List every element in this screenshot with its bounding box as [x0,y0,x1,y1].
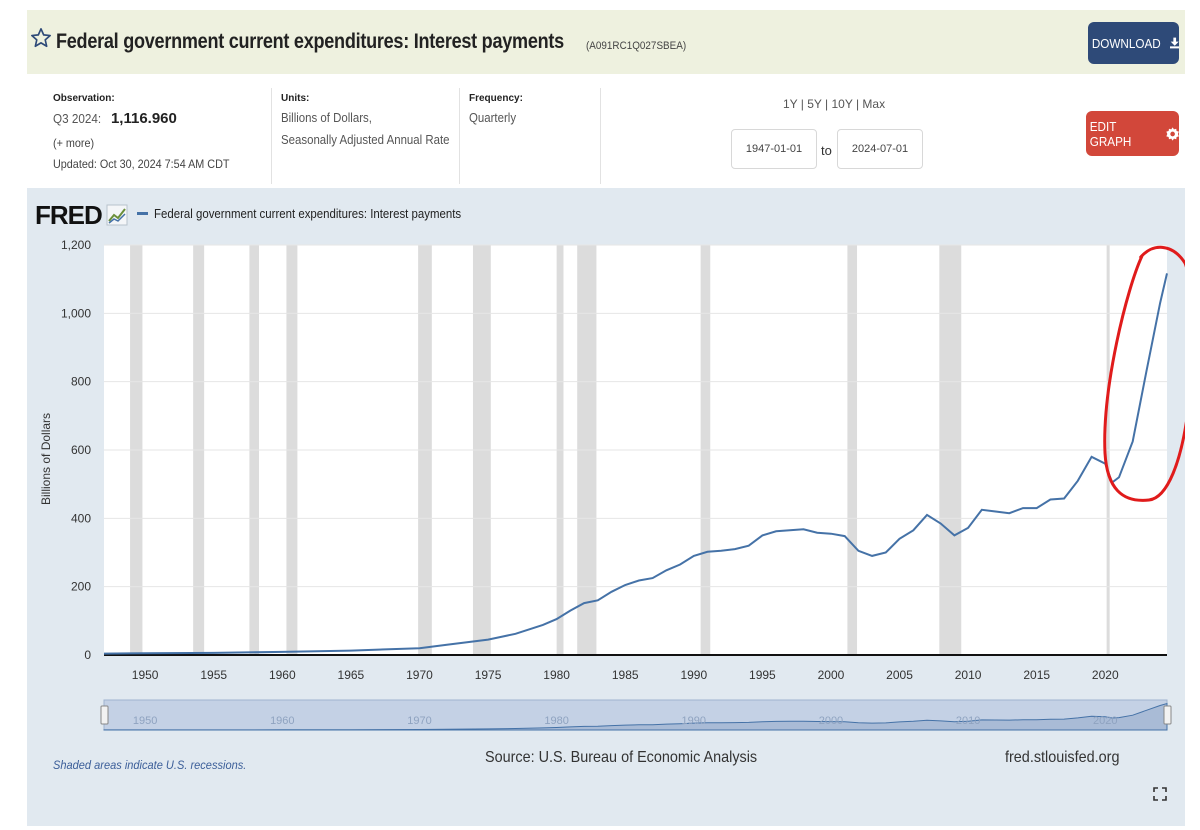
observation-value: 1,116.960 [110,110,177,127]
x-tick-label: 1975 [475,668,502,682]
x-tick-label: 2015 [1023,668,1050,682]
download-button[interactable]: DOWNLOAD [1088,22,1179,64]
x-tick-label: 1965 [338,668,365,682]
navigator-label: 1980 [544,715,568,727]
source-note: Source: U.S. Bureau of Economic Analysis [485,749,758,766]
navigator-label: 1970 [407,715,431,727]
x-tick-label: 1995 [749,668,776,682]
navigator-handle[interactable] [100,705,109,725]
annotation-circle [1103,245,1185,502]
x-tick-label: 2020 [1092,668,1119,682]
range-links[interactable]: 1Y | 5Y | 10Y | Max [783,97,886,111]
units-line2: Seasonally Adjusted Annual Rate [281,132,450,147]
navigator-label: 1960 [270,715,294,727]
series-line[interactable] [103,273,1168,655]
fred-logo-graph-icon [106,204,128,226]
end-date-input[interactable]: 2024-07-01 [837,129,923,169]
to-label: to [821,143,832,158]
divider [600,88,601,184]
y-tick-label: 600 [71,443,91,457]
title-bar [27,10,1185,74]
x-tick-label: 1970 [406,668,433,682]
series-id: (A091RC1Q027SBEA) [586,40,687,52]
legend-label: Federal government current expenditures:… [154,206,462,221]
updated-text: Updated: Oct 30, 2024 7:54 AM CDT [53,157,230,171]
frequency-label: Frequency: [469,93,523,104]
navigator-area [103,702,1168,731]
navigator-label: 2010 [956,715,980,727]
download-button-label: DOWNLOAD [1091,35,1161,51]
y-axis-label: Billions of Dollars [39,412,53,505]
y-tick-label: 400 [71,511,91,525]
observation-line: Q3 2024: 1,116.960 [53,110,177,128]
edit-graph-button[interactable]: EDIT GRAPH [1086,111,1179,156]
x-tick-label: 1955 [200,668,227,682]
x-tick-label: 2005 [886,668,913,682]
y-tick-label: 0 [84,648,91,662]
navigator-label: 1950 [133,715,157,727]
download-icon [1169,37,1179,49]
observation-label: Observation: [53,93,115,104]
start-date-input[interactable]: 1947-01-01 [731,129,817,169]
navigator-handle[interactable] [1163,705,1172,725]
chart-svg[interactable]: 0 200 400 600 800 1,000 1,200 1950 1955 1960 1965… [27,188,1185,748]
frequency-value: Quarterly [469,110,517,125]
units-label: Units: [281,93,310,104]
page-title: Federal government current expenditures:… [56,30,564,53]
divider [271,88,272,184]
x-tick-label: 2010 [955,668,982,682]
star-icon[interactable] [30,27,52,49]
units-line1: Billions of Dollars, [281,110,372,125]
x-tick-label: 1985 [612,668,639,682]
site-link[interactable]: fred.stlouisfed.org [1005,749,1120,766]
legend-swatch [137,212,148,215]
x-tick-label: 1950 [132,668,159,682]
observation-period: Q3 2024: [53,111,102,126]
recession-note: Shaded areas indicate U.S. recessions. [53,758,247,772]
expand-icon[interactable] [1153,787,1167,801]
fred-logo-text: FRED [35,200,103,230]
edit-graph-label: EDIT GRAPH [1089,118,1132,149]
navigator-label: 1990 [682,715,706,727]
y-tick-label: 800 [71,375,91,389]
more-link[interactable]: (+ more) [53,136,95,150]
y-tick-label: 200 [71,580,91,594]
navigator-label: 2000 [819,715,843,727]
gear-icon [1166,126,1179,141]
x-tick-label: 1960 [269,668,296,682]
chart-legend: Federal government current expenditures:… [137,206,503,221]
navigator-label: 2020 [1093,715,1117,727]
y-tick-label: 1,000 [61,306,91,320]
x-tick-label: 1980 [543,668,570,682]
x-tick-label: 1990 [680,668,707,682]
x-tick-label: 2000 [818,668,845,682]
fred-logo: FRED [35,200,103,231]
divider [459,88,460,184]
y-tick-label: 1,200 [61,238,91,252]
